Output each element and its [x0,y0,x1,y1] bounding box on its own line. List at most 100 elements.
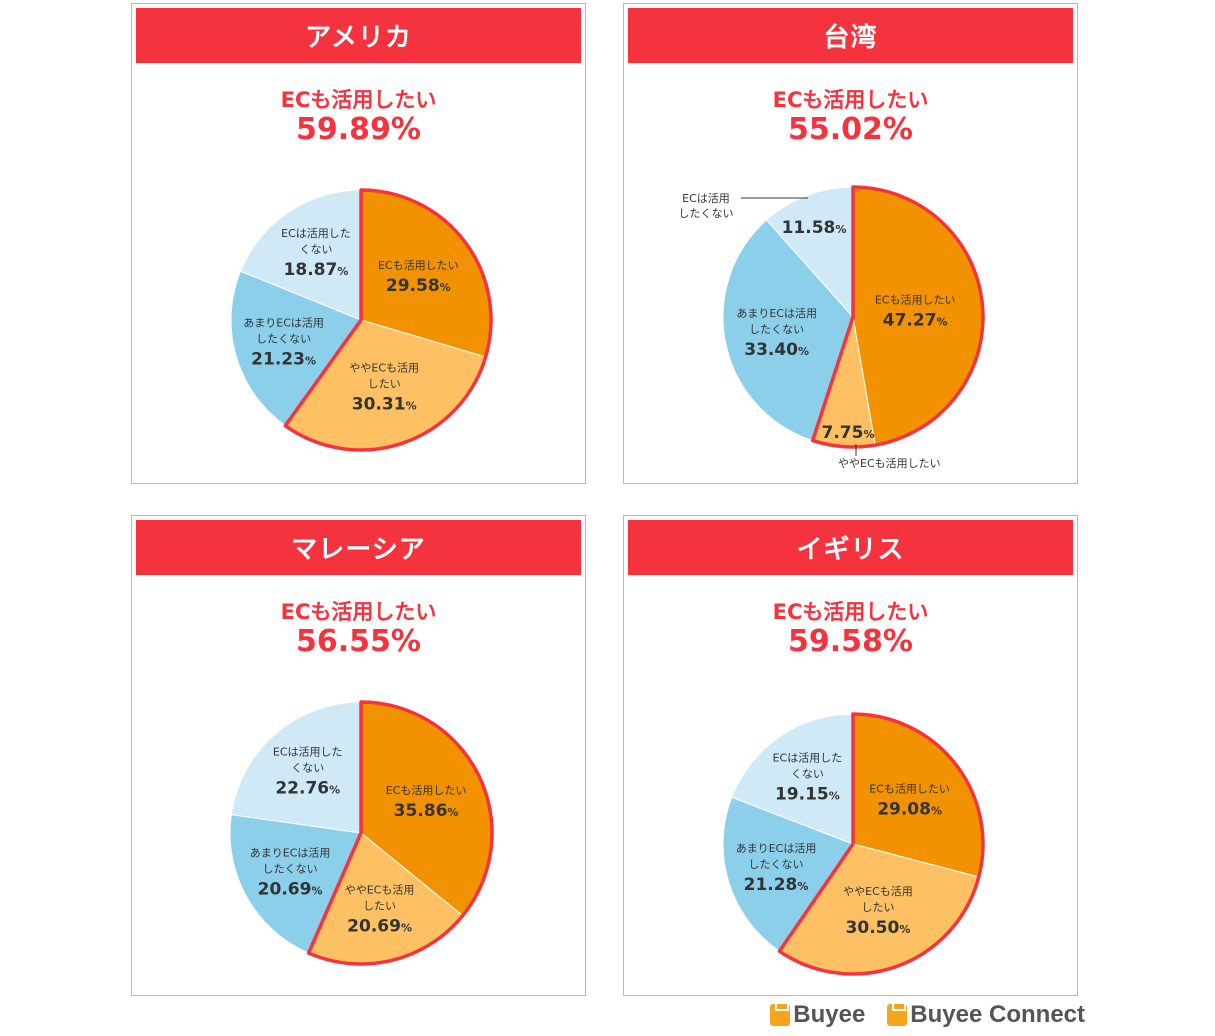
percent-unit: % [337,265,348,278]
slice-value: 33.40% [744,340,809,360]
slice-value: 29.08% [877,799,942,819]
percent-unit: % [440,281,451,294]
slice-category: ややECも活用 [345,883,415,896]
percent-unit: % [311,885,322,898]
slice-value: 7.75% [822,423,875,443]
slice-value: 47.27% [883,311,948,331]
slice-category: くない [291,762,324,775]
slice-dont-want [765,186,854,319]
percent-unit: % [937,316,948,329]
slice-value: 22.76% [275,779,340,799]
slice-category: したくない [749,858,804,871]
slice-category: あまりECは活用 [736,842,817,855]
slice-category: したくない [256,332,311,345]
slice-dont-want [239,189,362,321]
slice-category: あまりECは活用 [250,847,331,860]
percent-unit: % [899,923,910,936]
headline-value: 55.02% [788,112,913,147]
buyee-connect-logo-text: Buyee Connect [910,1001,1085,1028]
slice-category: あまりECは活用 [243,316,324,329]
percent-unit: % [447,806,458,819]
slice-category: したくない [679,207,734,220]
slice-label: 7.75% ややECも活用したい [822,423,941,470]
pie-chart: ECも活用したい35.86%ややECも活用したい20.69%あまりECは活用した… [229,700,494,966]
percent-unit: % [835,223,846,236]
slice-dont-want [230,701,362,834]
slice-not-really-want [722,219,854,442]
slice-category: ややECも活用 [843,885,913,898]
slice-category: ECも活用したい [869,782,950,795]
slice-category: あまりECは活用 [736,307,817,320]
slice-value: 20.69% [258,880,323,900]
percent-unit: % [797,880,808,893]
headline-label: ECも活用したい [772,88,929,112]
slice-value: 18.87% [284,260,349,280]
percent-unit: % [829,790,840,803]
slice-label: ECも活用したい 29.08% [869,782,950,819]
logo-area: Buyee Buyee Connect [770,1001,1085,1029]
headline-label: ECも活用したい [772,600,929,624]
slice-category: したい [363,899,396,912]
slice-value: 30.31% [352,395,417,415]
percent-unit: % [401,921,412,934]
headline-label: ECも活用したい [280,600,437,624]
slice-category: ECは活用した [281,227,351,240]
slice-category: ECは活用した [273,746,343,759]
want-group-outline [810,185,985,449]
slice-category: したい [861,901,894,914]
slice-category: ECは活用 [682,192,730,205]
percent-unit: % [406,400,417,413]
slice-label: ECも活用したい 47.27% [875,294,956,331]
shopping-bag-icon [887,1004,908,1026]
slice-value: 30.50% [846,918,911,938]
slice-not-really-want [230,270,362,427]
slice-label: ややECも活用したい 20.69% [345,883,415,936]
slice-label: ややECも活用したい 30.31% [349,362,419,415]
slice-value: 21.28% [744,875,809,895]
percent-unit: % [931,804,942,817]
slice-dont-want [731,713,854,845]
slice-not-really-want [722,796,854,952]
slice-category: ややECも活用したい [838,457,941,470]
percent-unit: % [798,345,809,358]
slice-category: したい [368,378,401,391]
slice-value: 29.58% [386,276,451,296]
slice-category: したくない [749,323,804,336]
percent-unit: % [329,784,340,797]
slice-category: ECは活用した [773,752,843,765]
headline-value: 59.58% [788,624,913,659]
slice-not-really-want [229,814,362,954]
percent-unit: % [305,354,316,367]
slice-value: 20.69% [347,916,412,936]
slice-label: ECも活用したい 35.86% [386,784,467,821]
headline-value: 56.55% [296,624,421,659]
buyee-connect-logo: Buyee Connect [887,1001,1085,1029]
panel-taiwan: 台湾 ECも活用したい 55.02% ECも活用したい 47.27% 7.75% やや… [623,3,1078,484]
percent-unit: % [863,428,874,441]
headline-label: ECも活用したい [280,88,437,112]
slice-category: ややECも活用 [349,362,419,375]
panel-usa: アメリカ ECも活用したい 59.89% ECも活用したい 29.58% ややECも… [131,3,586,484]
slice-value: 11.58% [782,218,847,238]
shopping-bag-icon [770,1004,791,1026]
slice-category: ECも活用したい [875,294,956,307]
panel-uk: イギリス ECも活用したい 59.58% ECも活用したい 29.08% ややECも… [623,515,1078,996]
slice-label: ややECも活用したい 30.50% [843,885,913,938]
pie-chart: ECも活用したい 29.08% ややECも活用したい 30.50% あまりECは活用した… [722,712,985,976]
panel-title: アメリカ [136,8,581,63]
pie-chart: ECも活用したい 29.58% ややECも活用したい 30.31% あまりECは活用した… [230,188,493,452]
slice-category: ECも活用したい [386,784,467,797]
slice-label: ECも活用したい 29.58% [378,259,459,296]
want-group-outline [777,712,985,976]
slice-value: 21.23% [251,349,316,369]
want-group-outline [283,188,493,452]
panel-title: マレーシア [136,520,581,575]
panel-malaysia: マレーシア ECも活用したい 56.55% ECも活用したい 35.86% ややEC… [131,515,586,996]
slice-category: くない [299,243,332,256]
